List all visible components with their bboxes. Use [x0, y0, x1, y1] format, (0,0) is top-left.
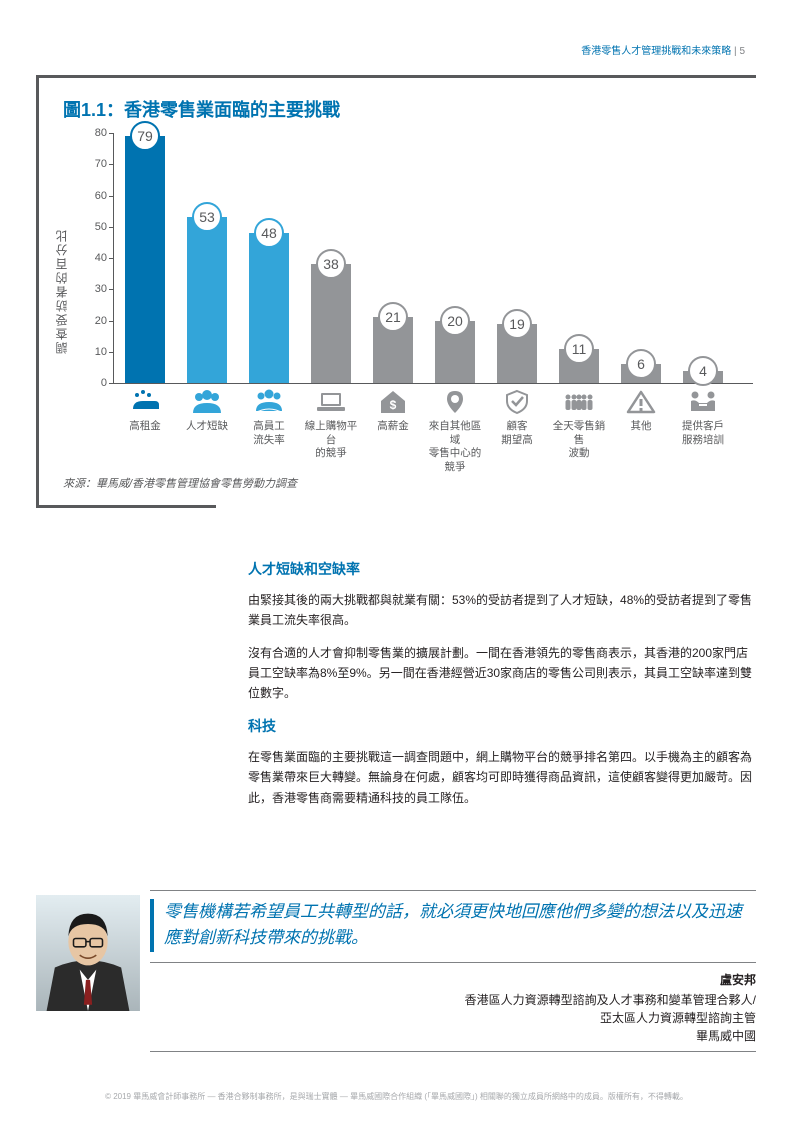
category-label: 全天零售銷售波動 — [550, 420, 608, 461]
bar: 19 — [497, 133, 537, 383]
quote-author-name: 盧安邦 — [150, 971, 756, 989]
value-bubble: 6 — [626, 349, 656, 379]
category-label: 其他 — [612, 420, 670, 434]
category-label: 高租金 — [116, 420, 174, 434]
y-tick-label: 40 — [95, 252, 107, 264]
svg-text:$: $ — [390, 398, 397, 412]
handshake-icon — [683, 388, 723, 416]
category-label: 線上購物平台的競爭 — [302, 420, 360, 461]
value-bubble: 19 — [502, 309, 532, 339]
y-tick-label: 70 — [95, 158, 107, 170]
doc-title: 香港零售人才管理挑戰和未來策略 — [581, 46, 731, 57]
bar: 6 — [621, 133, 661, 383]
y-tick-label: 30 — [95, 283, 107, 295]
bar: 4 — [683, 133, 723, 383]
y-tick-label: 10 — [95, 346, 107, 358]
y-axis-line — [113, 133, 114, 383]
value-bubble: 21 — [378, 302, 408, 332]
category-label: 提供客戶服務培訓 — [674, 420, 732, 447]
y-tick-label: 50 — [95, 221, 107, 233]
bar: 38 — [311, 133, 351, 383]
chart-source: 來源：畢馬威/香港零售管理協會零售勞動力調查 — [63, 475, 297, 491]
people-icon — [187, 388, 227, 416]
pull-quote: 零售機構若希望員工共轉型的話，就必須更快地回應他們多變的想法以及迅速應對創新科技… — [150, 890, 756, 1060]
value-bubble: 38 — [316, 249, 346, 279]
category-label: 顧客期望高 — [488, 420, 546, 447]
paragraph: 在零售業面臨的主要挑戰這一調查問題中，網上購物平台的競爭排名第四。以手機為主的顧… — [248, 747, 756, 808]
laptop-icon — [311, 388, 351, 416]
warning-icon — [621, 388, 661, 416]
quote-attribution: 盧安邦 香港區人力資源轉型諮詢及人才事務和變革管理合夥人/亞太區人力資源轉型諮詢… — [150, 971, 756, 1045]
category-label: 來自其他區域零售中心的競爭 — [426, 420, 484, 475]
y-tick-label: 80 — [95, 127, 107, 139]
page-number: 5 — [739, 46, 745, 57]
attribution-line: 香港區人力資源轉型諮詢及人才事務和變革管理合夥人/ — [150, 991, 756, 1009]
category-label: 人才短缺 — [178, 420, 236, 434]
house-dollar-icon: $ — [373, 388, 413, 416]
pin-globe-icon — [435, 388, 475, 416]
y-axis-label: 調查受訪者的百分比 — [53, 228, 70, 354]
y-tick-label: 60 — [95, 190, 107, 202]
bar: 11 — [559, 133, 599, 383]
text-section: 人才短缺和空缺率由緊接其後的兩大挑戰都與就業有關：53%的受訪者提到了人才短缺，… — [248, 558, 756, 716]
chart-container: 圖1.1：香港零售業面臨的主要挑戰 調查受訪者的百分比 0 10 20 30 40 50 6… — [36, 75, 756, 505]
chart-title: 圖1.1：香港零售業面臨的主要挑戰 — [63, 96, 340, 122]
value-bubble: 4 — [688, 356, 718, 386]
money-hand-icon — [125, 388, 165, 416]
value-bubble: 20 — [440, 306, 470, 336]
text-section: 科技在零售業面臨的主要挑戰這一調查問題中，網上購物平台的競爭排名第四。以手機為主… — [248, 715, 756, 820]
author-portrait — [36, 895, 140, 1011]
attribution-line: 畢馬威中國 — [150, 1027, 756, 1045]
section-heading: 人才短缺和空缺率 — [248, 558, 756, 582]
attribution-line: 亞太區人力資源轉型諮詢主管 — [150, 1009, 756, 1027]
section-heading: 科技 — [248, 715, 756, 739]
bar: 20 — [435, 133, 475, 383]
value-bubble: 11 — [564, 334, 594, 364]
bar: 21 — [373, 133, 413, 383]
value-bubble: 53 — [192, 202, 222, 232]
page-header: 香港零售人才管理挑戰和未來策略 | 5 — [581, 42, 745, 57]
people-net-icon — [249, 388, 289, 416]
paragraph: 由緊接其後的兩大挑戰都與就業有關：53%的受訪者提到了人才短缺，48%的受訪者提… — [248, 590, 756, 631]
category-label: 高員工流失率 — [240, 420, 298, 447]
page-footer: © 2019 畢馬威會計師事務所 — 香港合夥制事務所，是與瑞士實體 — 畢馬威… — [0, 1091, 793, 1102]
value-bubble: 48 — [254, 218, 284, 248]
x-axis-line — [113, 383, 753, 384]
shield-check-icon — [497, 388, 537, 416]
y-tick-label: 20 — [95, 315, 107, 327]
value-bubble: 79 — [130, 121, 160, 151]
bar: 48 — [249, 133, 289, 383]
paragraph: 沒有合適的人才會抑制零售業的擴展計劃。一間在香港領先的零售商表示，其香港的200… — [248, 643, 756, 704]
crowd-icon — [559, 388, 599, 416]
bar: 79 — [125, 133, 165, 383]
bar: 53 — [187, 133, 227, 383]
category-label: 高薪金 — [364, 420, 422, 434]
chart-plot-area: 01020304050607080795348382120191164 — [113, 133, 753, 383]
quote-text: 零售機構若希望員工共轉型的話，就必須更快地回應他們多變的想法以及迅速應對創新科技… — [150, 899, 756, 952]
y-tick-label: 0 — [101, 377, 107, 389]
